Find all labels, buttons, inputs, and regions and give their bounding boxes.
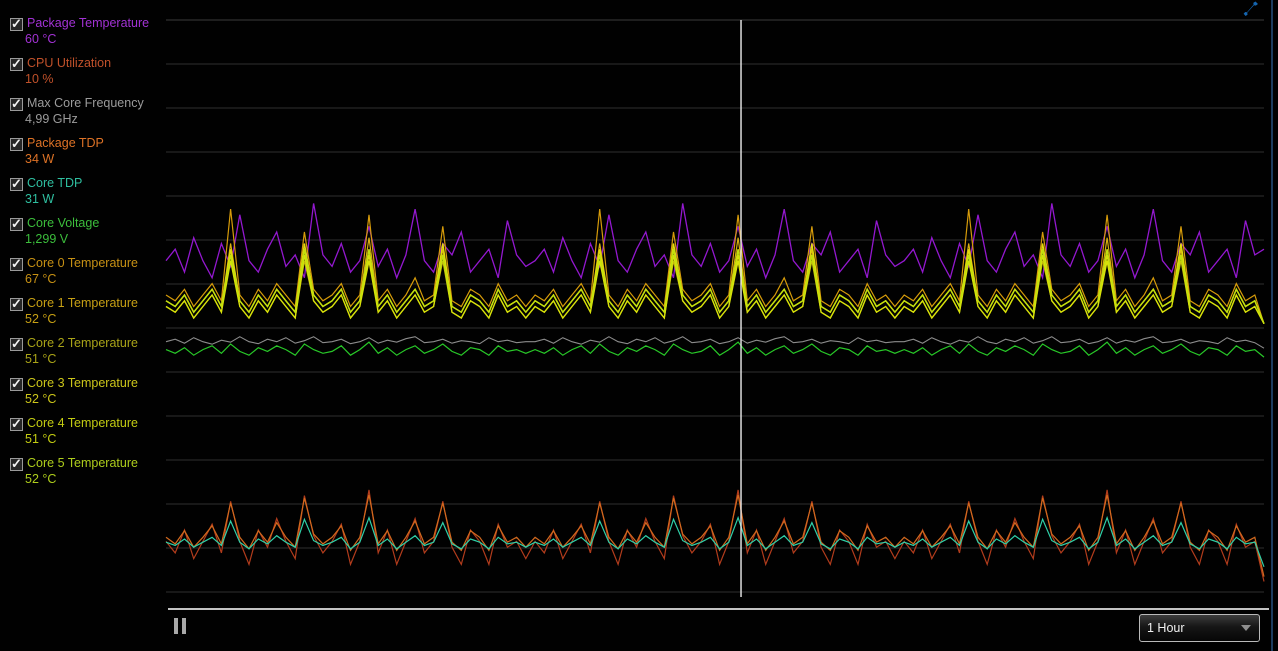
sensor-checkbox[interactable] bbox=[10, 296, 23, 312]
sensor-item-core3_temp: Core 3 Temperature 52 °C bbox=[10, 376, 166, 407]
series-line-core0_temp bbox=[165, 209, 1265, 324]
sensor-value: 52 °C bbox=[25, 392, 57, 406]
chevron-down-icon bbox=[1241, 625, 1251, 631]
wrench-button[interactable] bbox=[1243, 1, 1259, 16]
sensor-checkbox[interactable] bbox=[10, 96, 23, 112]
sensor-value: 51 °C bbox=[25, 352, 57, 366]
series-line-core_voltage bbox=[165, 341, 1265, 358]
series-line-core5_temp bbox=[165, 249, 1265, 324]
sensor-label: Package Temperature bbox=[27, 16, 150, 30]
sensor-item-core_tdp: Core TDP 31 W bbox=[10, 176, 166, 207]
sensor-value: 60 °C bbox=[25, 32, 57, 46]
sensor-item-core0_temp: Core 0 Temperature 67 °C bbox=[10, 256, 166, 287]
sensor-checkbox[interactable] bbox=[10, 216, 23, 232]
sensor-value: 31 W bbox=[25, 192, 55, 206]
sensor-checkbox[interactable] bbox=[10, 336, 23, 352]
sensor-value: 4,99 GHz bbox=[25, 112, 78, 126]
sensor-label: Core TDP bbox=[27, 176, 83, 190]
sensor-item-core1_temp: Core 1 Temperature 52 °C bbox=[10, 296, 166, 327]
series-line-max_freq bbox=[165, 336, 1265, 349]
sensor-item-core2_temp: Core 2 Temperature 51 °C bbox=[10, 336, 166, 367]
sensor-label: Core 0 Temperature bbox=[27, 256, 138, 270]
sensor-checkbox[interactable] bbox=[10, 16, 23, 32]
sensor-checkbox[interactable] bbox=[10, 456, 23, 472]
sensor-checkbox[interactable] bbox=[10, 416, 23, 432]
sensor-value: 52 °C bbox=[25, 472, 57, 486]
pause-button[interactable] bbox=[173, 617, 191, 635]
sensor-item-package_tdp: Package TDP 34 W bbox=[10, 136, 166, 167]
sensor-value: 67 °C bbox=[25, 272, 57, 286]
interval-select-value: 1 Hour bbox=[1147, 621, 1185, 635]
sensor-label: Core Voltage bbox=[27, 216, 100, 230]
sensor-label: Core 2 Temperature bbox=[27, 336, 138, 350]
series-line-package_temp bbox=[165, 203, 1265, 281]
chart-bottom-separator bbox=[168, 608, 1269, 610]
sensor-label: Core 3 Temperature bbox=[27, 376, 138, 390]
sensor-item-core4_temp: Core 4 Temperature 51 °C bbox=[10, 416, 166, 447]
sensor-checkbox[interactable] bbox=[10, 256, 23, 272]
sensor-label: Max Core Frequency bbox=[27, 96, 144, 110]
pause-icon bbox=[182, 618, 186, 634]
series-line-core4_temp bbox=[165, 254, 1265, 325]
sensor-label: Core 1 Temperature bbox=[27, 296, 138, 310]
sensor-item-max_freq: Max Core Frequency 4,99 GHz bbox=[10, 96, 166, 127]
sensor-value: 52 °C bbox=[25, 312, 57, 326]
sensor-value: 51 °C bbox=[25, 432, 57, 446]
sensor-legend-sidebar: Package Temperature 60 °C CPU Utilization 1… bbox=[0, 0, 166, 600]
sensor-value: 1,299 V bbox=[25, 232, 69, 246]
sensor-checkbox[interactable] bbox=[10, 56, 23, 72]
sensor-checkbox[interactable] bbox=[10, 136, 23, 152]
window-edge-accent bbox=[1271, 0, 1273, 651]
interval-select[interactable]: 1 Hour bbox=[1139, 614, 1260, 642]
sensor-value: 34 W bbox=[25, 152, 55, 166]
wrench-icon bbox=[1243, 1, 1258, 16]
sensor-value: 10 % bbox=[25, 72, 54, 86]
sensor-checkbox[interactable] bbox=[10, 376, 23, 392]
sensor-item-core_voltage: Core Voltage 1,299 V bbox=[10, 216, 166, 247]
sensor-label: Package TDP bbox=[27, 136, 104, 150]
sensor-label: CPU Utilization bbox=[27, 56, 112, 70]
sensor-item-package_temp: Package Temperature 60 °C bbox=[10, 16, 166, 47]
sensor-checkbox[interactable] bbox=[10, 176, 23, 192]
pause-icon bbox=[174, 618, 178, 634]
sensor-item-core5_temp: Core 5 Temperature 52 °C bbox=[10, 456, 166, 487]
sensor-label: Core 5 Temperature bbox=[27, 456, 138, 470]
sensor-label: Core 4 Temperature bbox=[27, 416, 138, 430]
sensor-item-cpu_util: CPU Utilization 10 % bbox=[10, 56, 166, 87]
series-line-core_tdp bbox=[165, 515, 1265, 568]
